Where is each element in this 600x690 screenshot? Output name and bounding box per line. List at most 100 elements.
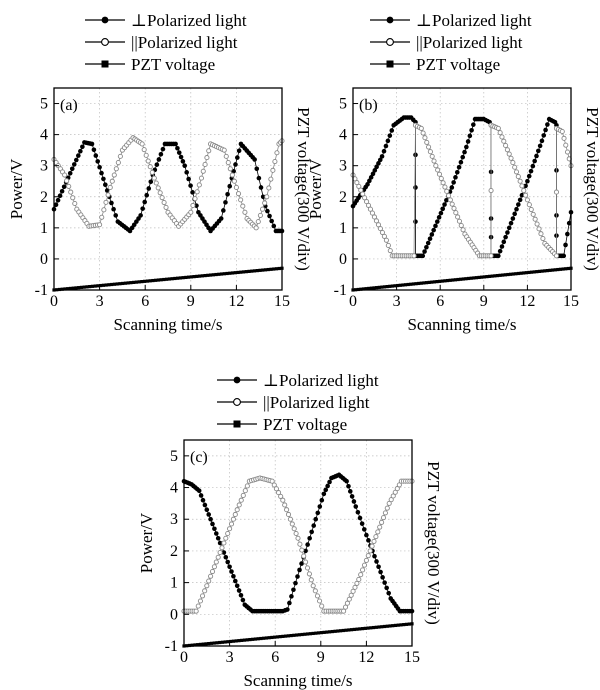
data-point: [160, 196, 164, 200]
data-point: [507, 226, 512, 231]
data-point: [439, 211, 444, 216]
data-point: [361, 568, 365, 572]
data-point: [525, 179, 530, 184]
data-point: [182, 163, 187, 168]
data-point: [253, 269, 256, 272]
data-point: [420, 254, 425, 259]
data-point: [501, 240, 506, 245]
x-tick-label: 0: [349, 293, 357, 310]
data-point: [229, 569, 234, 574]
data-point: [281, 635, 284, 638]
data-point: [248, 638, 251, 641]
data-point: [500, 244, 505, 249]
x-axis-title: Scanning time/s: [407, 315, 516, 334]
data-point: [317, 504, 322, 509]
data-point: [263, 201, 267, 205]
data-point: [536, 149, 541, 154]
data-point: [234, 185, 238, 189]
data-point: [235, 155, 240, 160]
data-point: [201, 169, 205, 173]
data-point: [293, 581, 298, 586]
data-point: [313, 517, 318, 522]
data-point: [101, 177, 106, 182]
data-point: [237, 148, 242, 153]
data-point: [73, 201, 77, 205]
data-point: [60, 189, 65, 194]
data-point: [507, 152, 511, 156]
legend-marker-open-circle: [387, 39, 394, 46]
data-point: [369, 626, 372, 629]
data-point: [210, 522, 215, 527]
data-point: [195, 190, 199, 194]
data-point: [220, 546, 224, 550]
data-point: [283, 503, 287, 507]
data-point: [532, 159, 537, 164]
legend-marker-filled-square: [234, 421, 241, 428]
legend-label: ||Polarized light: [416, 33, 523, 52]
data-point: [376, 530, 380, 534]
data-point: [428, 150, 432, 154]
data-point: [540, 139, 545, 144]
y-tick-label: 4: [339, 127, 347, 144]
data-point: [74, 158, 79, 163]
data-point: [366, 538, 371, 543]
data-point: [224, 555, 229, 560]
data-point: [424, 245, 429, 250]
data-point: [241, 493, 245, 497]
data-point: [320, 498, 325, 503]
data-point: [138, 213, 143, 218]
data-point: [199, 176, 203, 180]
data-point: [224, 154, 228, 158]
data-point: [459, 160, 464, 165]
data-point: [71, 196, 75, 200]
series: [351, 115, 574, 291]
data-point: [144, 193, 149, 198]
x-tick-label: 15: [404, 649, 420, 666]
data-point: [186, 177, 191, 182]
data-point: [83, 286, 86, 289]
data-point: [218, 550, 222, 554]
data-point: [457, 219, 461, 223]
data-point: [88, 285, 91, 288]
data-point: [103, 182, 108, 187]
data-point: [333, 630, 336, 633]
data-point: [77, 286, 80, 289]
data-point: [100, 215, 104, 219]
data-point: [384, 144, 389, 149]
data-point: [109, 201, 114, 206]
data-point: [205, 507, 210, 512]
data-point: [142, 200, 147, 205]
x-tick-label: 3: [226, 649, 234, 666]
chart-panel-a: ⊥Polarized light ||Polarized light PZT vol…: [7, 11, 313, 334]
data-point: [271, 224, 276, 229]
data-point: [374, 535, 378, 539]
data-point: [311, 584, 315, 588]
data-point: [504, 143, 508, 147]
y-tick-label: 5: [339, 96, 347, 113]
data-point: [192, 275, 195, 278]
data-point: [386, 625, 389, 628]
data-point: [80, 144, 85, 149]
x-tick-label: 15: [274, 293, 290, 310]
data-point: [325, 631, 328, 634]
data-point: [430, 232, 435, 237]
data-point: [198, 599, 202, 603]
legend: ⊥Polarized light||Polarized lightPZT vol…: [217, 371, 379, 434]
data-point: [127, 281, 130, 284]
data-point: [375, 626, 378, 629]
data-point: [157, 278, 160, 281]
y-tick-label: 0: [170, 606, 178, 623]
data-point: [385, 506, 389, 510]
data-point: [270, 636, 273, 639]
data-point: [58, 193, 63, 198]
data-point: [298, 633, 301, 636]
data-point: [143, 280, 146, 283]
data-point: [243, 639, 246, 642]
data-point: [110, 283, 113, 286]
data-point: [456, 215, 460, 219]
x-tick-label: 12: [228, 293, 244, 310]
legend-marker-open-circle: [102, 39, 109, 46]
data-point: [113, 213, 118, 218]
data-point: [90, 142, 95, 147]
data-point: [256, 220, 260, 224]
